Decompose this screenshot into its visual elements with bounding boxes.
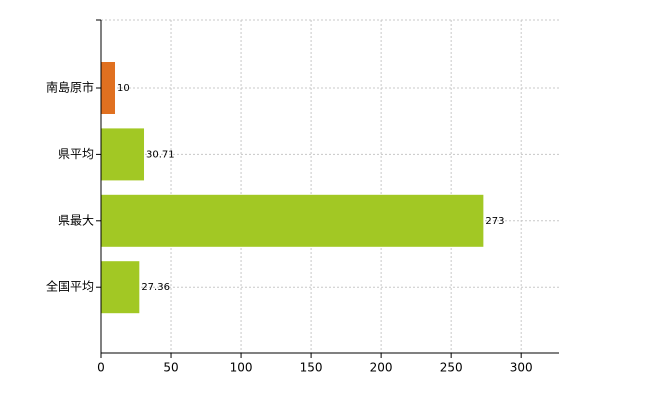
value-label: 273 (485, 216, 504, 227)
value-label: 27.36 (141, 282, 170, 293)
bar (101, 128, 145, 181)
value-label: 10 (117, 83, 130, 94)
bar (101, 261, 140, 314)
x-tick-label: 300 (510, 361, 533, 375)
value-label: 30.71 (146, 149, 175, 160)
x-tick-label: 100 (230, 361, 253, 375)
y-tick-label: 全国平均 (46, 279, 94, 294)
x-tick-label: 200 (370, 361, 393, 375)
bar (101, 62, 116, 114)
x-tick-label: 0 (97, 361, 105, 375)
x-tick-label: 50 (163, 361, 178, 375)
y-tick-label: 県平均 (58, 147, 94, 161)
x-tick-label: 250 (440, 361, 463, 375)
y-tick-label: 南島原市 (46, 80, 94, 95)
y-tick-label: 県最大 (58, 213, 94, 227)
x-tick-label: 150 (300, 361, 323, 375)
bar (101, 194, 484, 247)
